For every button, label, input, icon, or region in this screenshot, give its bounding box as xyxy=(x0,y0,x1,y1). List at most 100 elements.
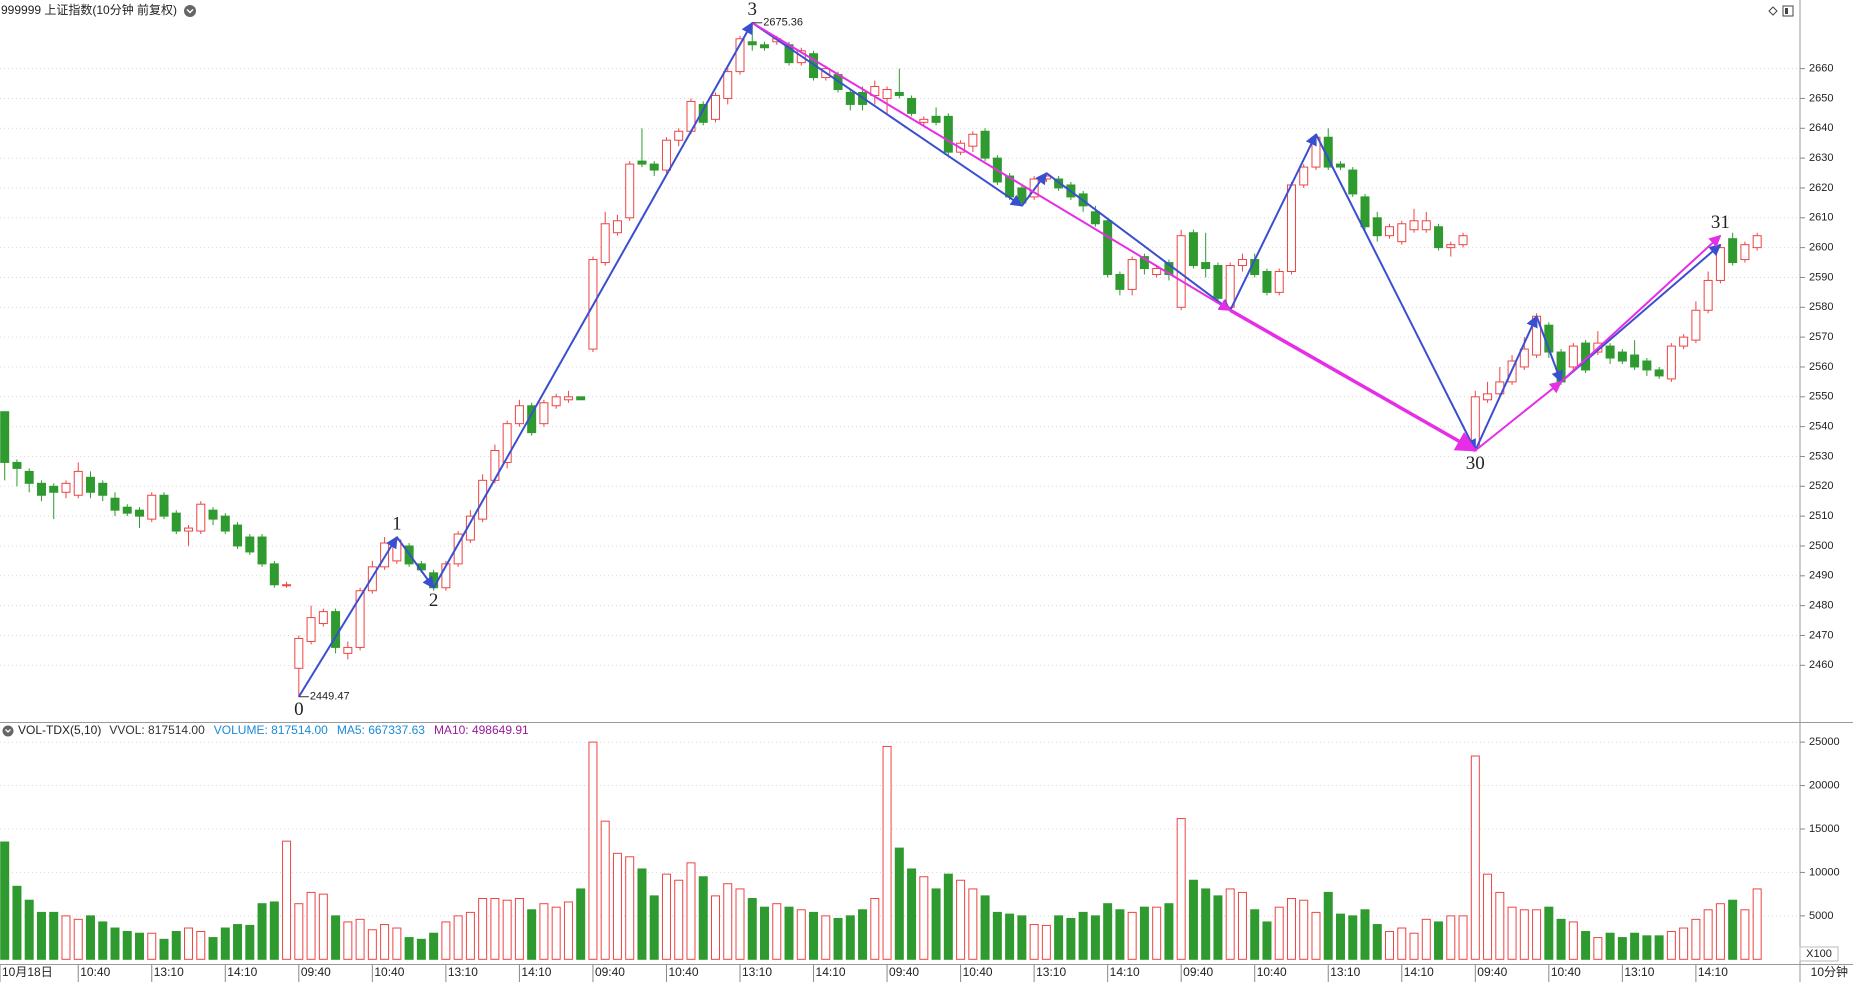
candle-body xyxy=(1630,354,1640,368)
candle-body xyxy=(220,515,230,532)
volume-title: VOL-TDX(5,10) xyxy=(18,723,101,737)
candle-body xyxy=(502,423,512,463)
volume-bar xyxy=(1164,903,1174,960)
candle-body xyxy=(1666,345,1676,380)
candle-body xyxy=(184,527,194,532)
candle-body xyxy=(1127,259,1137,290)
candle-body xyxy=(24,470,34,484)
y-tick-label: 2470 xyxy=(1809,629,1833,641)
volume-bar xyxy=(1176,818,1186,960)
volume-bar xyxy=(931,888,941,960)
volume-bar xyxy=(1139,906,1149,960)
wave-segment xyxy=(396,536,435,589)
candle-body xyxy=(723,71,733,99)
x-tick-label: 10:40 xyxy=(668,965,698,979)
y-tick-label: 2460 xyxy=(1809,659,1833,671)
volume-bar xyxy=(1715,903,1725,960)
candle-body xyxy=(98,482,108,496)
volume-bar xyxy=(441,921,451,960)
y-tick-label: 2480 xyxy=(1809,600,1833,612)
candle-body xyxy=(1434,226,1444,249)
candle-body xyxy=(233,524,243,547)
wave-segment xyxy=(1560,243,1722,383)
volume-menu[interactable] xyxy=(2,725,14,737)
candle-body xyxy=(1703,279,1713,311)
volume-bar xyxy=(1201,888,1211,960)
candle-body xyxy=(625,163,635,219)
volume-bar xyxy=(73,918,83,960)
y-tick-label: 2650 xyxy=(1809,92,1833,104)
volume-bar xyxy=(465,911,475,960)
wave-label: 3 xyxy=(748,0,758,20)
volume-bar xyxy=(0,841,10,960)
candle-body xyxy=(674,130,684,141)
y-tick-label: 2610 xyxy=(1809,212,1833,224)
volume-bar xyxy=(1752,888,1762,960)
volume-bar xyxy=(1250,909,1260,960)
unit-box xyxy=(1799,946,1839,962)
y-tick-label: 25000 xyxy=(1809,736,1840,748)
title-menu[interactable] xyxy=(184,5,196,17)
volume-bar xyxy=(1691,918,1701,960)
candle-body xyxy=(1556,351,1566,383)
candle-body xyxy=(1446,244,1456,249)
y-tick-label: 2570 xyxy=(1809,331,1833,343)
volume-bar xyxy=(1005,913,1015,960)
volume-bar xyxy=(318,893,328,960)
candle-body xyxy=(122,506,132,514)
volume-bar xyxy=(968,888,978,960)
y-tick-label: 2510 xyxy=(1809,510,1833,522)
volume-bar xyxy=(809,911,819,960)
volume-bar xyxy=(490,897,500,960)
x-tick-label: 10月18日 xyxy=(2,965,53,979)
candle-body xyxy=(563,396,573,401)
volume-bar xyxy=(821,915,831,960)
y-tick-label: 2580 xyxy=(1809,301,1833,313)
wave-label: 30 xyxy=(1466,453,1485,474)
candle-body xyxy=(576,396,586,401)
candle-body xyxy=(514,405,524,425)
wave-segment xyxy=(1560,234,1722,383)
candle-body xyxy=(1654,369,1664,377)
candle-body xyxy=(1286,184,1296,272)
y-tick-label: 2530 xyxy=(1809,450,1833,462)
y-tick-label: 2630 xyxy=(1809,152,1833,164)
candle-body xyxy=(894,91,904,96)
candle-body xyxy=(735,38,745,73)
volume-legend: MA10: 498649.91 xyxy=(434,723,529,737)
candle-body xyxy=(1605,345,1615,359)
volume-bar xyxy=(612,852,622,960)
volume-bar xyxy=(1103,903,1113,960)
y-tick-label: 2600 xyxy=(1809,242,1833,254)
volume-bar xyxy=(1740,909,1750,960)
volume-bar xyxy=(563,901,573,960)
x-tick-label: 13:10 xyxy=(1036,965,1066,979)
x-tick-label: 10:40 xyxy=(963,965,993,979)
price-note: 2449.47 xyxy=(310,691,350,703)
candle-body xyxy=(539,402,549,425)
x-tick-label: 13:10 xyxy=(1330,965,1360,979)
volume-bar xyxy=(1630,932,1640,960)
volume-bar xyxy=(36,911,46,960)
volume-bar xyxy=(1017,915,1027,960)
volume-bar xyxy=(698,876,708,960)
candle-body xyxy=(980,130,990,159)
wave-segment xyxy=(1535,315,1563,384)
candle-body xyxy=(1372,217,1382,237)
volume-bar xyxy=(625,856,635,960)
volume-bar xyxy=(208,937,218,960)
candle-body xyxy=(661,139,671,171)
volume-bar xyxy=(1409,932,1419,960)
x-tick-label: 09:40 xyxy=(1183,965,1213,979)
candle-body xyxy=(318,611,328,625)
y-tick-label: 2620 xyxy=(1809,182,1833,194)
y-tick-label: 10000 xyxy=(1809,866,1840,878)
toolbar-icons[interactable] xyxy=(1768,5,1794,17)
candle-body xyxy=(760,44,770,49)
volume-bar xyxy=(894,847,904,960)
candle-body xyxy=(1090,211,1100,225)
volume-bar xyxy=(392,927,402,960)
volume-bar xyxy=(1728,899,1738,960)
candle-body xyxy=(355,590,365,648)
